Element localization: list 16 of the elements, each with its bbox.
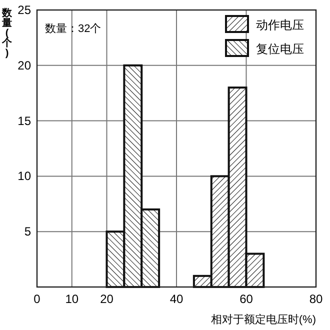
y-tick-label: 20 [18, 58, 32, 72]
x-tick-label: 60 [240, 292, 254, 306]
y-tick-label: 5 [24, 224, 32, 239]
x-tick-label: 20 [100, 292, 114, 306]
x-tick-label: 10 [65, 292, 79, 306]
y-tick-label: 10 [18, 169, 32, 184]
legend-label: 复位电压 [256, 42, 304, 56]
legend-label: 动作电压 [256, 18, 304, 32]
annotation: 数量：32个 [45, 23, 102, 35]
x-tick-label: 80 [309, 292, 323, 306]
x-tick-label: 0 [34, 292, 41, 306]
y-axis-title: 数量(个) [1, 7, 13, 59]
y-tick-label: 25 [18, 3, 32, 17]
x-axis-title: 相对于额定电压时(%) [210, 313, 316, 326]
y-tick-label: 15 [18, 114, 32, 128]
x-tick-label: 40 [170, 292, 184, 306]
